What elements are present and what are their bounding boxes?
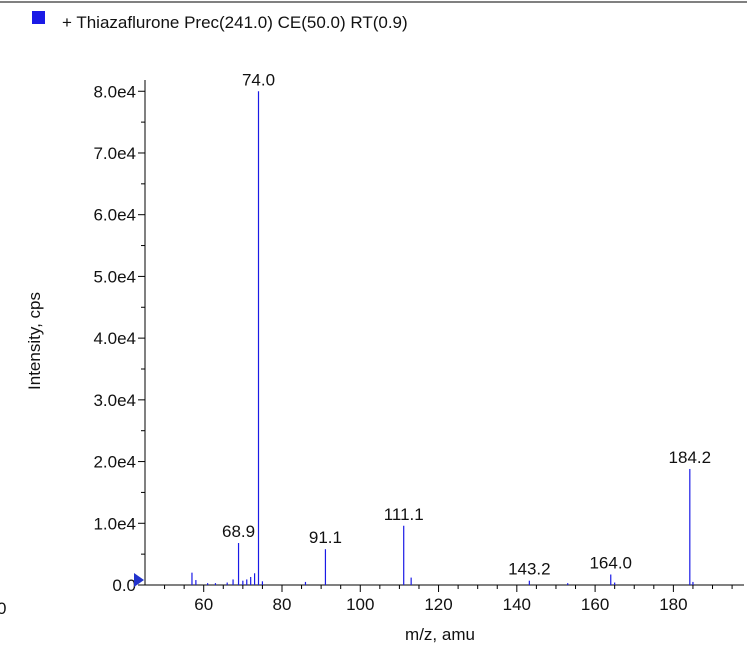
x-tick-label: 140	[503, 595, 531, 614]
peak-labels: 68.9 74.0 91.1 111.1 143.2 164.0 184.2	[222, 70, 711, 578]
peak-label: 143.2	[508, 560, 551, 579]
y-tick-label: 4.0e4	[93, 329, 136, 348]
y-tick-label: 7.0e4	[93, 144, 136, 163]
y-tick-label: 8.0e4	[93, 82, 136, 101]
y-tick-label: 2.0e4	[93, 453, 136, 472]
peak-label: 68.9	[222, 522, 255, 541]
peak-label: 164.0	[589, 554, 632, 573]
legend-label: + Thiazaflurone Prec(241.0) CE(50.0) RT(…	[62, 13, 408, 32]
peak-label: 74.0	[242, 70, 275, 89]
peak-label: 184.2	[669, 448, 712, 467]
y-tick-label: 1.0e4	[93, 514, 136, 533]
x-tick-label: 60	[194, 595, 213, 614]
baseline-marker-icon	[134, 573, 144, 587]
peak-bars	[191, 91, 694, 585]
x-tick-label: 120	[424, 595, 452, 614]
x-tick-label: 160	[581, 595, 609, 614]
peak-label: 111.1	[384, 505, 424, 524]
x-tick-label: 180	[659, 595, 687, 614]
y-axis-title: Intensity, cps	[25, 292, 44, 390]
y-tick-label: 5.0e4	[93, 267, 136, 286]
x-tick-label: 100	[346, 595, 374, 614]
legend-swatch	[32, 11, 45, 24]
left-edge-label: 0	[0, 599, 6, 618]
x-axis-title: m/z, amu	[405, 625, 475, 644]
axes: 0.0 1.0e4 2.0e4 3.0e4 4.0e4 5.0e4 6.0e4 7.0e4 8.…	[93, 80, 744, 614]
y-tick-label: 3.0e4	[93, 391, 136, 410]
y-tick-label: 0.0	[112, 576, 136, 595]
x-tick-label: 80	[273, 595, 292, 614]
y-tick-label: 6.0e4	[93, 206, 136, 225]
peak-label: 91.1	[309, 528, 342, 547]
